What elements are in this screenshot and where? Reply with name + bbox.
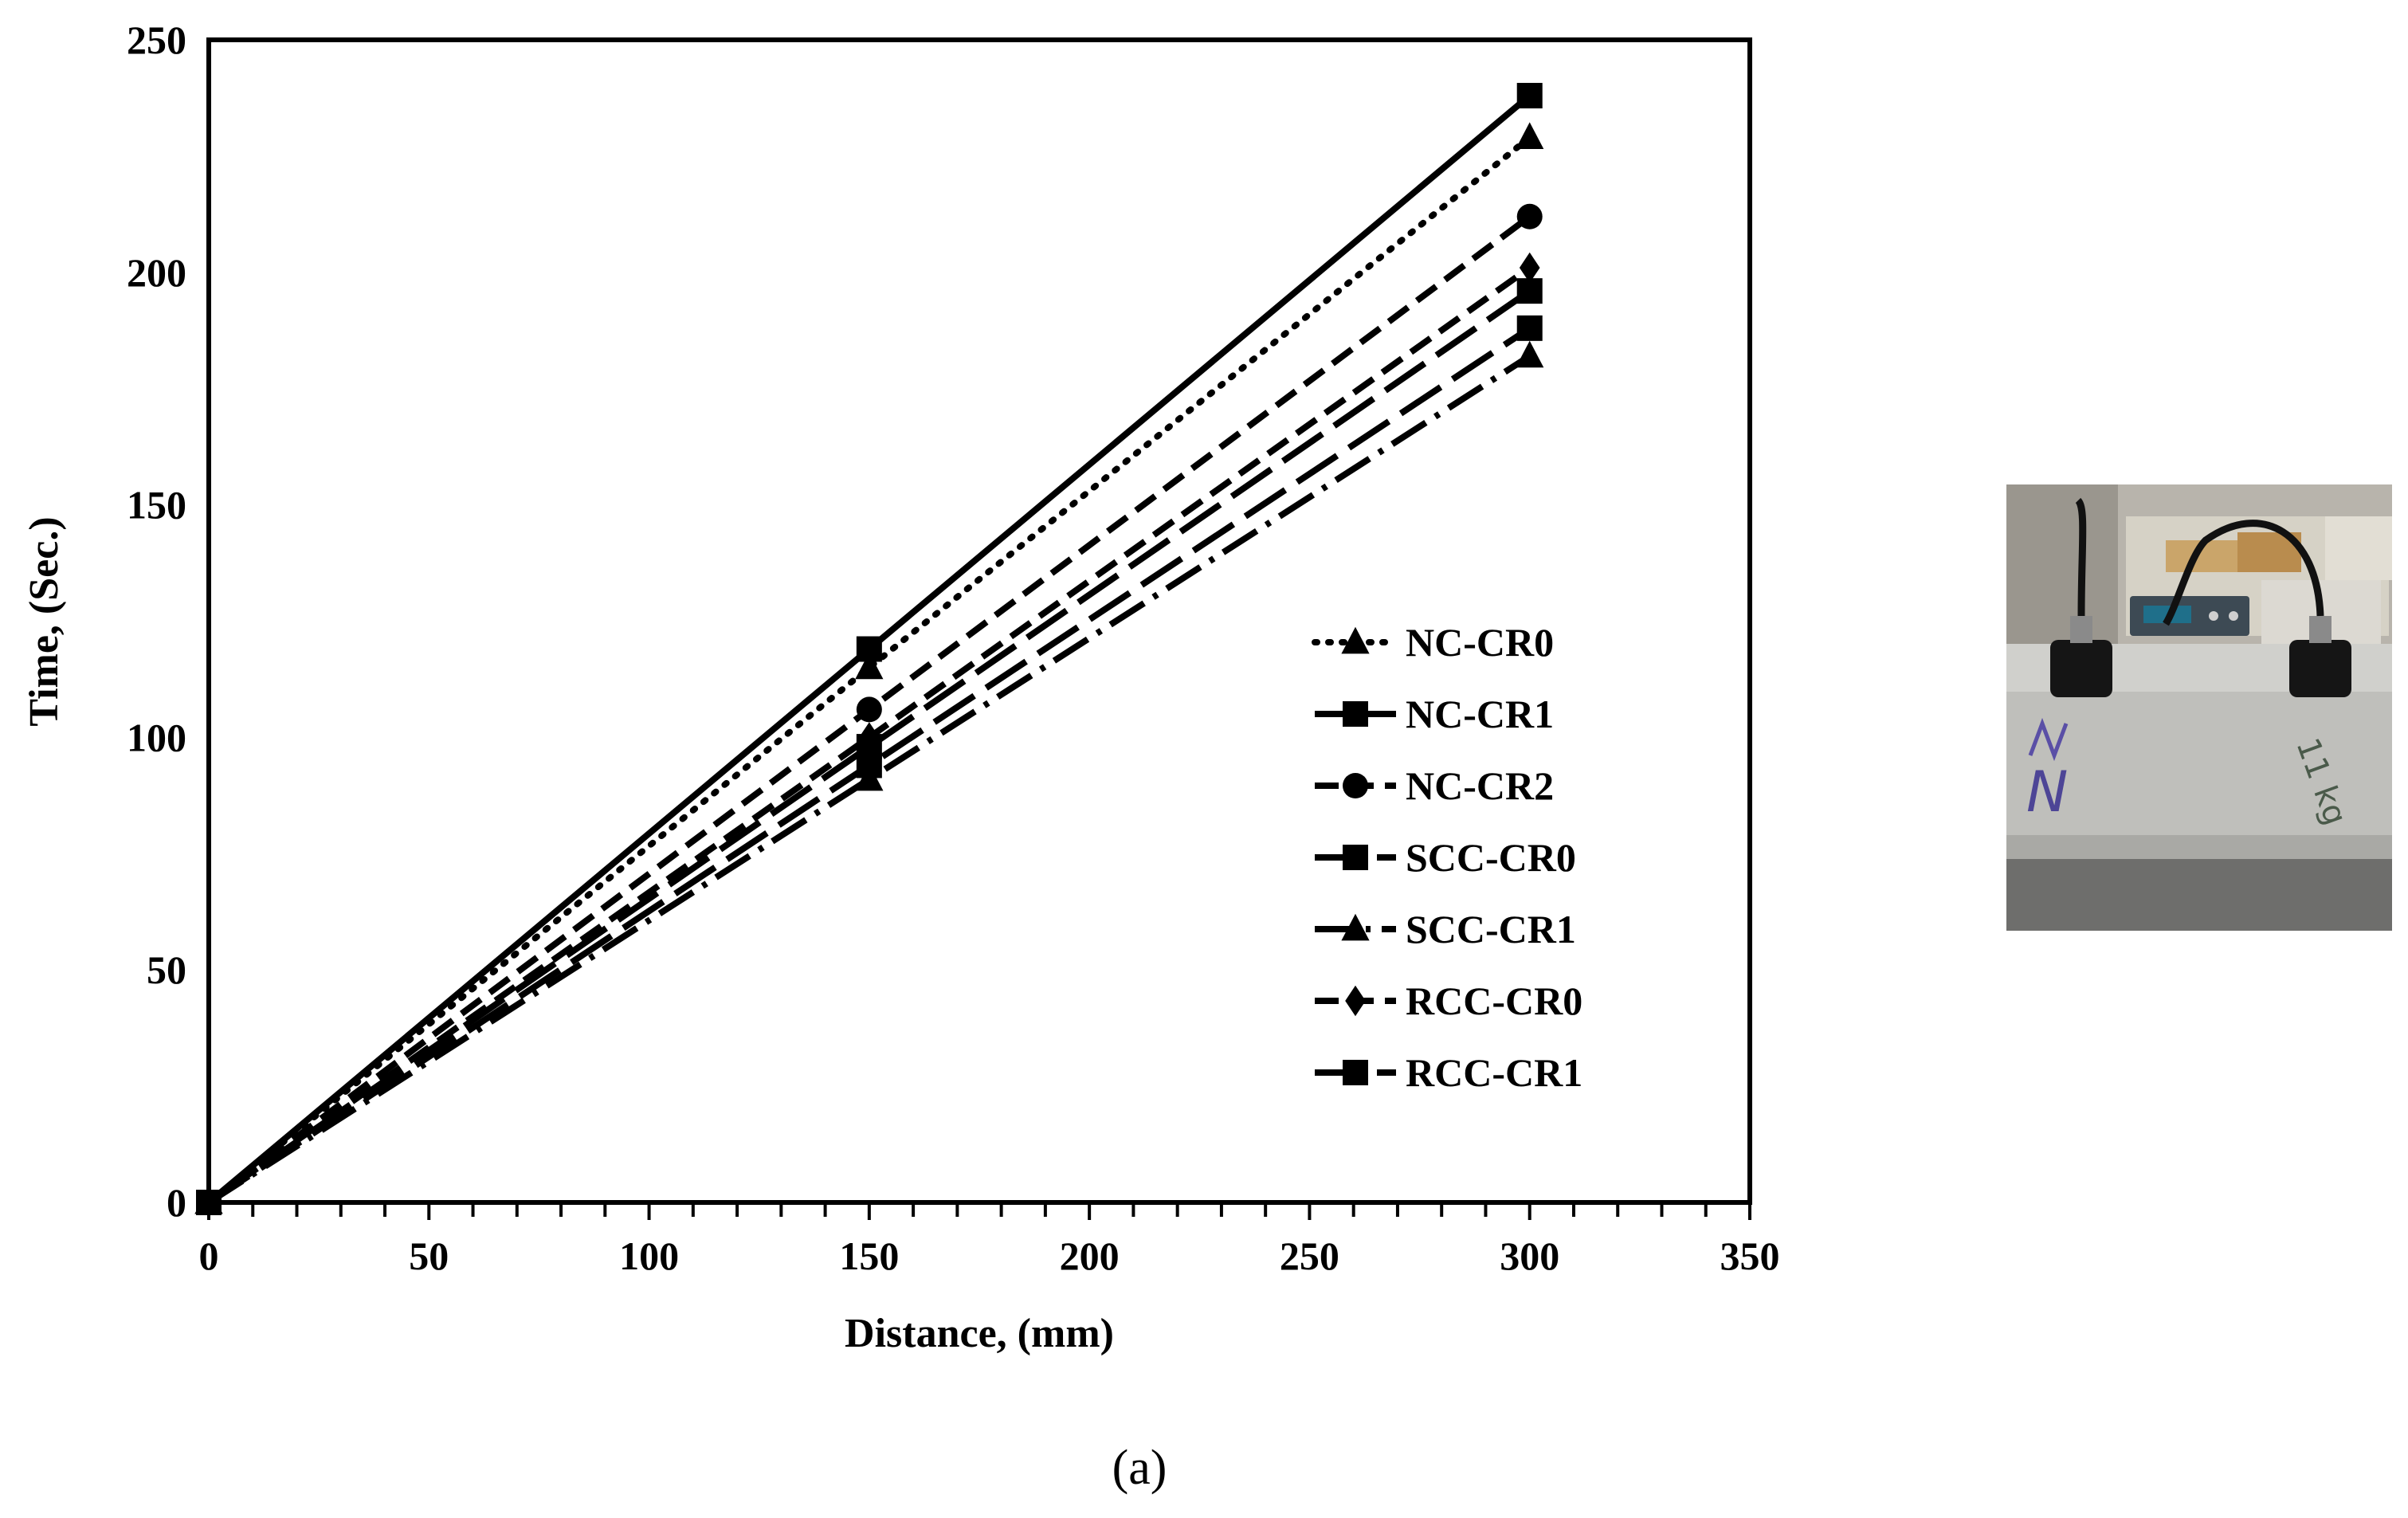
series-markers bbox=[194, 83, 1544, 1218]
legend-label: NC-CR1 bbox=[1406, 692, 1554, 736]
x-tick-label: 200 bbox=[1060, 1234, 1120, 1278]
x-tick-label: 0 bbox=[199, 1234, 219, 1278]
y-tick-label: 150 bbox=[127, 483, 186, 528]
data-point-nc-cr2 bbox=[856, 696, 882, 723]
legend-label: SCC-CR0 bbox=[1406, 835, 1576, 880]
legend-label: RCC-CR1 bbox=[1406, 1050, 1582, 1095]
x-tick-label: 350 bbox=[1720, 1234, 1780, 1278]
legend-marker bbox=[1343, 773, 1368, 798]
legend-marker bbox=[1343, 845, 1368, 870]
legend-marker bbox=[1343, 1060, 1368, 1085]
x-tick-label: 50 bbox=[409, 1234, 449, 1278]
legend-marker bbox=[1343, 701, 1368, 727]
series-line-nc-cr0 bbox=[206, 134, 1533, 1206]
figure-caption: (a) bbox=[1112, 1441, 1167, 1495]
series-line-scc-cr1 bbox=[206, 353, 1531, 1206]
data-point-rcc-cr1 bbox=[1516, 315, 1543, 341]
data-point-rcc-cr1 bbox=[856, 752, 882, 779]
y-tick-label: 100 bbox=[127, 715, 186, 759]
data-point-scc-cr1 bbox=[1516, 340, 1544, 368]
data-point-nc-cr1 bbox=[1516, 83, 1543, 109]
y-tick-label: 250 bbox=[127, 18, 186, 62]
data-point-nc-cr1 bbox=[856, 636, 882, 662]
y-tick-label: 50 bbox=[147, 947, 186, 992]
x-tick-label: 150 bbox=[839, 1234, 899, 1278]
y-axis-title: Time, (Sec.) bbox=[22, 516, 67, 726]
data-point-nc-cr2 bbox=[1516, 203, 1543, 229]
legend-label: NC-CR0 bbox=[1406, 620, 1554, 665]
x-tick-label: 250 bbox=[1280, 1234, 1339, 1278]
data-point-nc-cr0 bbox=[1516, 122, 1544, 149]
x-axis-title: Distance, (mm) bbox=[845, 1311, 1114, 1356]
data-point-nc-cr0 bbox=[855, 652, 884, 680]
data-point-rcc-cr0 bbox=[1519, 252, 1540, 284]
x-tick-label: 300 bbox=[1500, 1234, 1559, 1278]
y-tick-label: 0 bbox=[167, 1180, 186, 1225]
legend-label: RCC-CR0 bbox=[1406, 979, 1582, 1023]
legend: NC-CR0 NC-CR1 NC-CR2 SCC-CR0 SCC-CR1 RCC-CR0 R… bbox=[1312, 620, 1582, 1095]
y-tick-label: 200 bbox=[127, 250, 186, 295]
tick-labels: 0 50 100 150 200 250 300 350 0 50 100 150 200 250 bbox=[127, 18, 1780, 1278]
legend-marker bbox=[1341, 913, 1370, 941]
legend-marker bbox=[1341, 626, 1370, 654]
legend-label: SCC-CR1 bbox=[1406, 907, 1576, 951]
x-tick-label: 100 bbox=[619, 1234, 679, 1278]
handwriting-n: N bbox=[2026, 759, 2068, 825]
data-point-rcc-cr0 bbox=[859, 722, 880, 753]
legend-marker bbox=[1345, 985, 1366, 1017]
photo-drawing: N 11 kg bbox=[2006, 484, 2392, 931]
data-point-rcc-cr1 bbox=[196, 1190, 222, 1215]
x-minor-ticks bbox=[207, 1202, 1751, 1220]
concrete-specimen-photo: N 11 kg bbox=[2006, 484, 2392, 931]
legend-label: NC-CR2 bbox=[1406, 763, 1554, 808]
